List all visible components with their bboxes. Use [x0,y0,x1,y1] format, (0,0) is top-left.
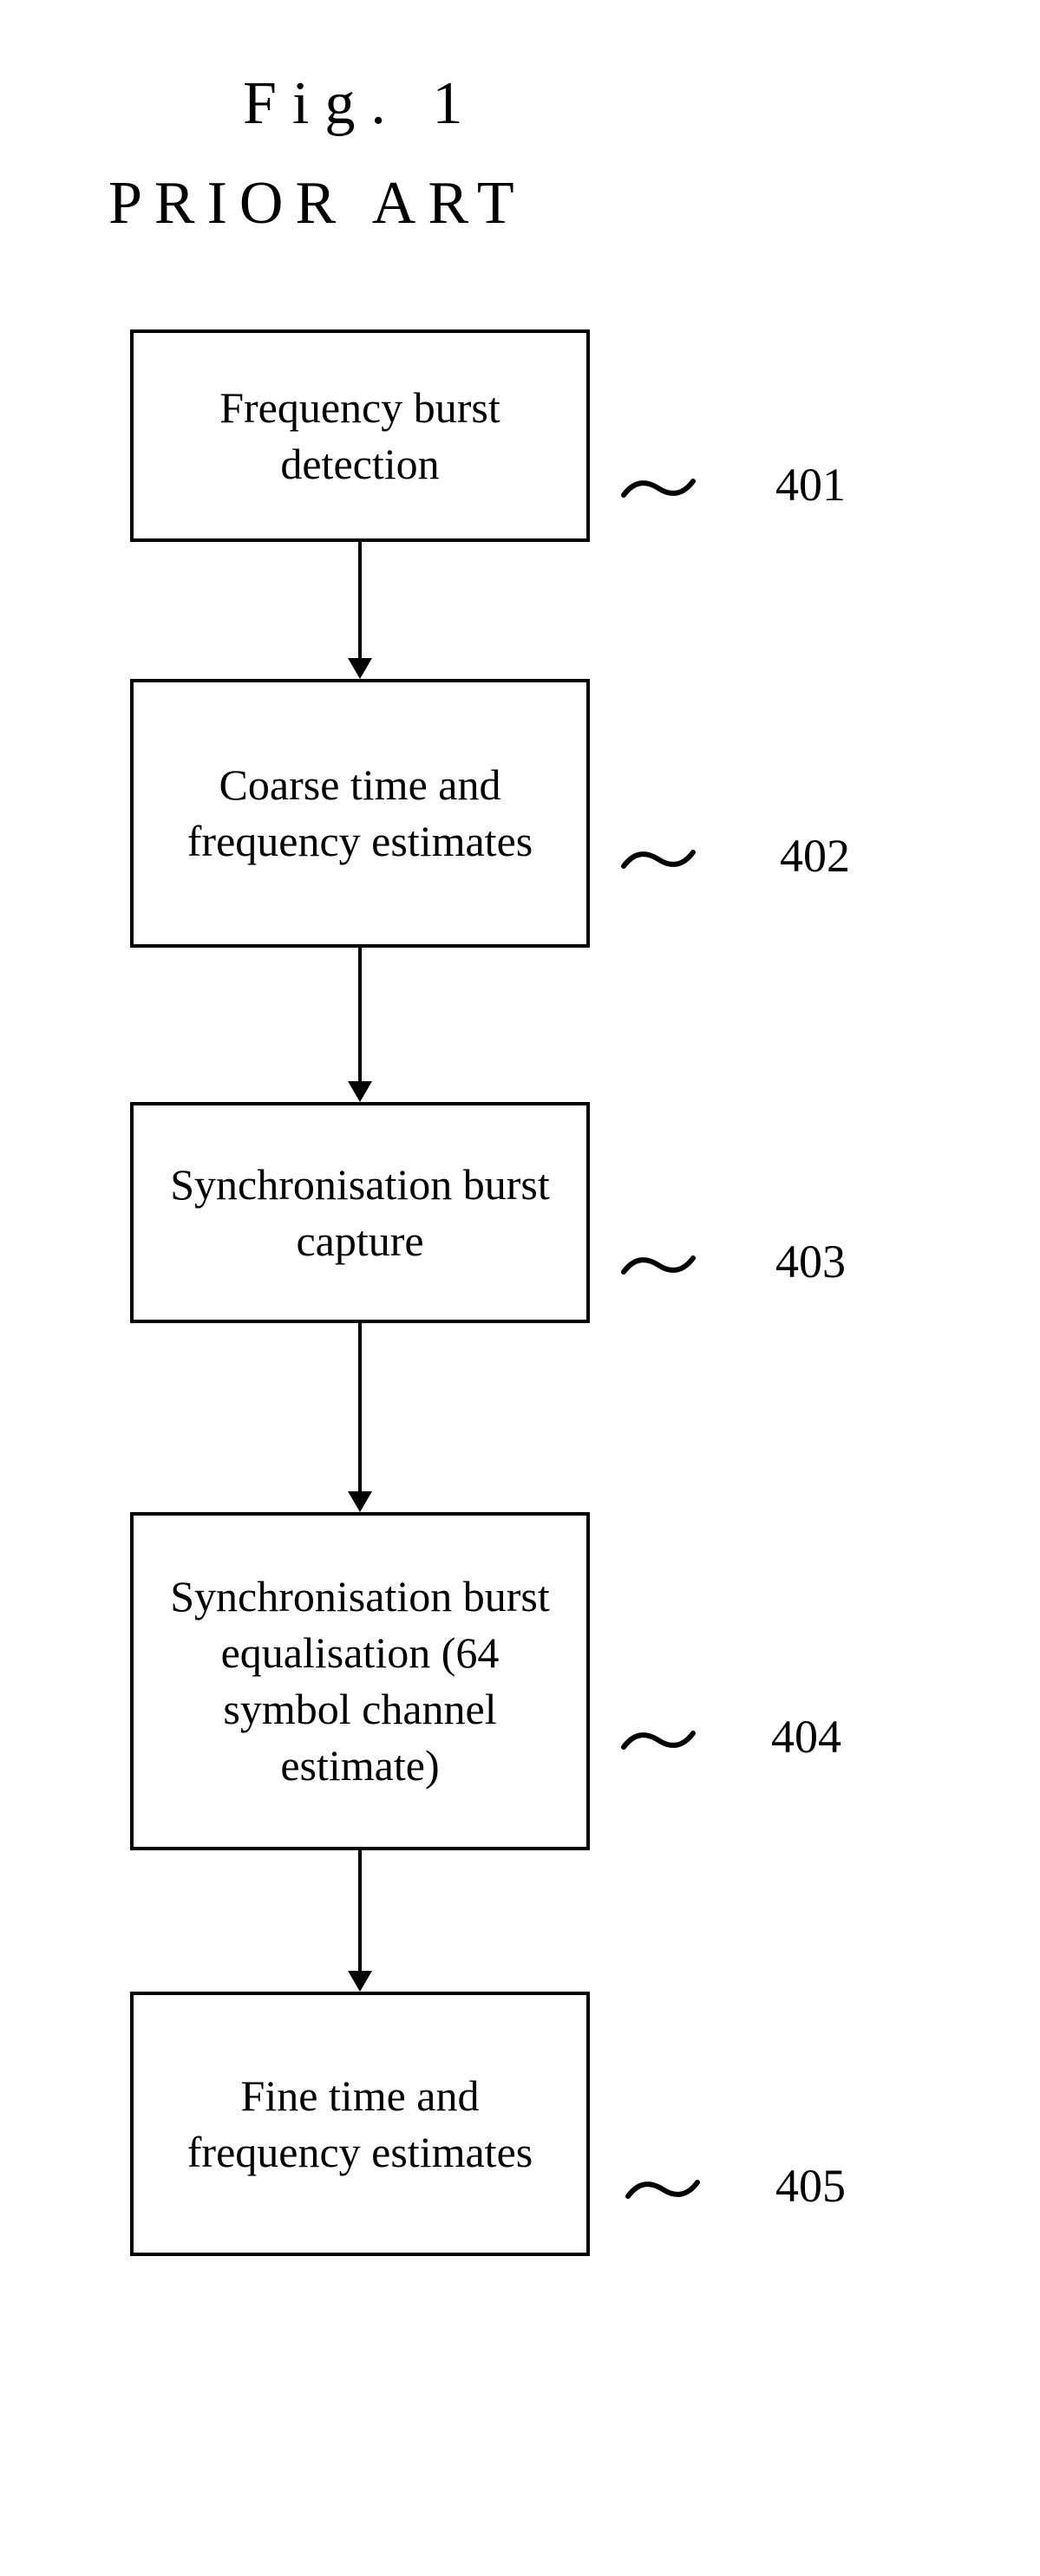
arrow-head-icon [348,1081,372,1102]
arrow-container [130,948,590,1102]
arrow-head-icon [348,1971,372,1992]
arrow-line [358,542,362,660]
arrow-down-icon [348,1323,372,1512]
arrow-down-icon [348,1850,372,1992]
arrow-container [130,1850,590,1992]
flowchart-box-404: Synchronisation burst equalisation (64 s… [130,1512,590,1850]
box-text: Frequency burst detection [160,380,560,492]
arrow-head-icon [348,1491,372,1512]
flowchart-box-405: Fine time and frequency estimates 405 [130,1992,590,2256]
tilde-connector-icon [619,1715,697,1750]
flowchart-box-402: Coarse time and frequency estimates 402 [130,679,590,948]
figure-number-title: Fig. 1 [243,69,478,139]
flowchart-box-401: Frequency burst detection 401 [130,329,590,542]
flowchart-container: Frequency burst detection 401 Coarse time… [87,329,867,2256]
box-text: Synchronisation burst capture [160,1157,560,1269]
arrow-head-icon [348,658,372,679]
arrow-down-icon [348,542,372,679]
box-label-403: 403 [775,1231,846,1292]
box-label-404: 404 [771,1706,841,1767]
box-text: Synchronisation burst equalisation (64 s… [160,1568,560,1794]
tilde-connector-icon [619,463,697,498]
tilde-connector-icon [624,2164,702,2199]
box-label-405: 405 [775,2155,846,2216]
arrow-container [130,1323,590,1512]
tilde-connector-icon [619,834,697,869]
flowchart-box-403: Synchronisation burst capture 403 [130,1102,590,1323]
box-label-402: 402 [780,825,850,886]
box-text: Fine time and frequency estimates [160,2068,560,2181]
arrow-line [358,1323,362,1493]
arrow-down-icon [348,948,372,1102]
box-label-401: 401 [775,454,846,515]
prior-art-title: PRIOR ART [108,169,527,238]
arrow-container [130,542,590,679]
arrow-line [358,948,362,1083]
arrow-line [358,1850,362,1973]
box-text: Coarse time and frequency estimates [160,757,560,870]
tilde-connector-icon [619,1240,697,1275]
